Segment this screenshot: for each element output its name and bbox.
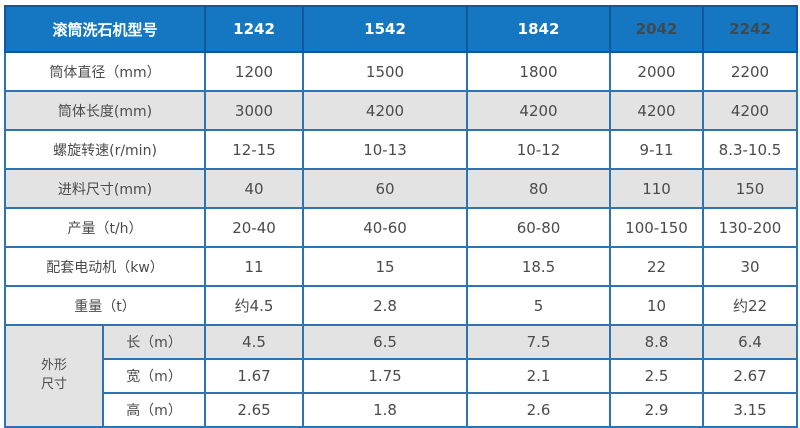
row-label-cylinder-diameter: 筒体直径（mm） <box>3 51 207 92</box>
spec-cell: 4.5 <box>204 324 305 360</box>
row-outline-height: 高（m） 2.65 1.8 2.6 2.9 3.15 <box>5 392 799 428</box>
spec-cell: 4200 <box>466 90 612 131</box>
model-header-1542: 1542 <box>302 5 469 53</box>
spec-cell: 2200 <box>702 51 799 92</box>
row-motor-power: 配套电动机（kw） 11 15 18.5 22 30 <box>3 246 799 287</box>
row-feed-size: 进料尺寸(mm) 40 60 80 110 150 <box>3 168 799 209</box>
spec-cell: 15 <box>302 246 469 287</box>
spec-cell: 3.15 <box>702 392 799 428</box>
spec-cell: 4200 <box>609 90 705 131</box>
spec-cell: 3000 <box>204 90 305 131</box>
spec-cell: 1.75 <box>302 358 469 394</box>
row-label-cylinder-length: 筒体长度(mm) <box>3 90 207 131</box>
row-capacity: 产量（t/h） 20-40 40-60 60-80 100-150 130-20… <box>3 207 799 248</box>
row-label-outline-height: 高（m） <box>101 392 207 428</box>
model-header-1242: 1242 <box>204 5 305 53</box>
spec-cell: 40 <box>204 168 305 209</box>
spec-cell: 60-80 <box>466 207 612 248</box>
spec-cell: 30 <box>702 246 799 287</box>
spec-cell: 5 <box>466 285 612 326</box>
spec-cell: 2.67 <box>702 358 799 394</box>
header-row: 滚筒洗石机型号 1242 1542 1842 2042 2242 <box>3 5 799 53</box>
spec-table-container: 滚筒洗石机型号 1242 1542 1842 2042 2242 筒体直径（mm… <box>3 5 799 428</box>
spec-cell: 1200 <box>204 51 305 92</box>
row-label-capacity: 产量（t/h） <box>3 207 207 248</box>
model-header-1842: 1842 <box>466 5 612 53</box>
model-header-2242: 2242 <box>702 5 799 53</box>
row-outline-length: 外形 尺寸 长（m） 4.5 6.5 7.5 8.8 6.4 <box>4 324 799 428</box>
spec-cell: 2.9 <box>609 392 705 428</box>
row-weight: 重量（t） 约4.5 2.8 5 10 约22 <box>3 285 799 326</box>
row-label-spiral-speed: 螺旋转速(r/min) <box>3 129 207 170</box>
spec-cell: 100-150 <box>609 207 705 248</box>
spec-cell: 1800 <box>466 51 612 92</box>
outline-label-line1: 外形 <box>40 358 67 374</box>
spec-cell: 2.6 <box>466 392 612 428</box>
spec-cell: 2.5 <box>609 358 705 394</box>
drum-washer-spec-table: 滚筒洗石机型号 1242 1542 1842 2042 2242 筒体直径（mm… <box>3 5 799 428</box>
spec-cell: 6.5 <box>302 324 469 360</box>
row-label-feed-size: 进料尺寸(mm) <box>3 168 207 209</box>
spec-cell: 4200 <box>702 90 799 131</box>
spec-cell: 110 <box>609 168 705 209</box>
row-spiral-speed: 螺旋转速(r/min) 12-15 10-13 10-12 9-11 8.3-1… <box>3 129 799 170</box>
row-outline-width: 宽（m） 1.67 1.75 2.1 2.5 2.67 <box>5 358 799 394</box>
spec-cell: 约22 <box>702 285 799 326</box>
spec-cell: 4200 <box>302 90 469 131</box>
spec-cell: 10-13 <box>302 129 469 170</box>
spec-cell: 1500 <box>302 51 469 92</box>
spec-cell: 2.65 <box>204 392 305 428</box>
model-header-2042: 2042 <box>609 5 705 53</box>
spec-cell: 12-15 <box>204 129 305 170</box>
spec-cell: 1.67 <box>204 358 305 394</box>
spec-cell: 150 <box>702 168 799 209</box>
row-label-outline-length: 长（m） <box>101 324 207 360</box>
spec-cell: 18.5 <box>466 246 612 287</box>
spec-cell: 22 <box>609 246 705 287</box>
spec-cell: 60 <box>302 168 469 209</box>
spec-cell: 2000 <box>609 51 705 92</box>
outline-label-line2: 尺寸 <box>40 377 67 392</box>
row-label-motor-power: 配套电动机（kw） <box>3 246 207 287</box>
spec-cell: 6.4 <box>702 324 799 360</box>
spec-cell: 40-60 <box>302 207 469 248</box>
spec-cell: 130-200 <box>702 207 799 248</box>
table-title-cell: 滚筒洗石机型号 <box>3 5 207 53</box>
spec-cell: 2.8 <box>302 285 469 326</box>
row-label-weight: 重量（t） <box>3 285 207 326</box>
spec-cell: 10-12 <box>466 129 612 170</box>
spec-cell: 80 <box>466 168 612 209</box>
spec-cell: 20-40 <box>204 207 305 248</box>
outline-dimensions-group-label: 外形 尺寸 <box>4 324 104 428</box>
row-cylinder-diameter: 筒体直径（mm） 1200 1500 1800 2000 2200 <box>3 51 799 92</box>
spec-cell: 11 <box>204 246 305 287</box>
spec-cell: 1.8 <box>302 392 469 428</box>
spec-cell: 8.3-10.5 <box>702 129 799 170</box>
spec-cell: 10 <box>609 285 705 326</box>
spec-cell: 8.8 <box>609 324 705 360</box>
spec-cell: 约4.5 <box>204 285 305 326</box>
row-cylinder-length: 筒体长度(mm) 3000 4200 4200 4200 4200 <box>3 90 799 131</box>
spec-cell: 2.1 <box>466 358 612 394</box>
spec-cell: 9-11 <box>609 129 705 170</box>
row-label-outline-width: 宽（m） <box>101 358 207 394</box>
spec-cell: 7.5 <box>466 324 612 360</box>
